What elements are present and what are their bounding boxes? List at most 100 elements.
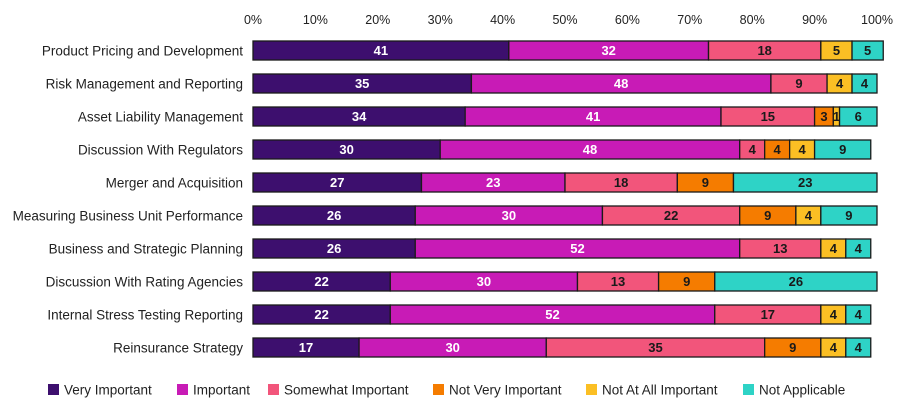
category-label: Product Pricing and Development [42, 44, 243, 59]
legend-swatch [48, 384, 59, 395]
bar-segment [845, 304, 872, 325]
data-label: 3 [820, 109, 827, 124]
data-label: 22 [314, 307, 328, 322]
data-label: 34 [352, 109, 367, 124]
data-label: 6 [855, 109, 862, 124]
x-tick-label: 70% [677, 13, 702, 27]
data-label: 9 [845, 208, 852, 223]
data-label: 26 [327, 241, 341, 256]
legend-label: Important [193, 383, 250, 398]
legend-label: Not Applicable [759, 383, 845, 398]
x-tick-label: 20% [365, 13, 390, 27]
bar-segment [851, 73, 878, 94]
category-label: Merger and Acquisition [106, 176, 243, 191]
legend-swatch [433, 384, 444, 395]
data-label: 13 [611, 274, 625, 289]
legend-item: Not Applicable [743, 383, 845, 398]
category-label: Business and Strategic Planning [49, 242, 243, 257]
category-labels: Product Pricing and Development Risk Mana… [13, 44, 244, 356]
bars: 41 32 18 5 535 48 9 4 434 41 15 3 1 630 48 4 4 4 927 23 18 9 2… [252, 40, 884, 358]
bar-row: 35 48 9 4 4 [252, 73, 878, 94]
bar-row: 17 30 35 9 4 4 [252, 337, 872, 358]
category-label: Risk Management and Reporting [46, 77, 243, 92]
bar-row: 30 48 4 4 4 9 [252, 139, 872, 160]
data-label: 4 [830, 340, 838, 355]
bar-segment [813, 139, 872, 160]
x-tick-label: 80% [740, 13, 765, 27]
bar-segment [845, 337, 872, 358]
data-label: 27 [330, 175, 344, 190]
data-label: 4 [830, 241, 838, 256]
data-label: 4 [805, 208, 813, 223]
data-label: 26 [327, 208, 341, 223]
bar-segment [845, 238, 872, 259]
bar-segment [820, 205, 878, 226]
data-label: 35 [648, 340, 662, 355]
data-label: 1 [833, 109, 840, 124]
data-label: 13 [773, 241, 787, 256]
legend-label: Somewhat Important [284, 383, 409, 398]
bar-row: 34 41 15 3 1 6 [252, 106, 878, 127]
data-label: 30 [339, 142, 353, 157]
data-label: 52 [570, 241, 584, 256]
data-label: 5 [864, 43, 871, 58]
legend-label: Very Important [64, 383, 152, 398]
x-tick-label: 30% [428, 13, 453, 27]
legend-item: Not Very Important [433, 383, 562, 398]
x-axis-ticks: 0% 10% 20% 30% 40% 50% 60% 70% 80% 90% 100% [244, 13, 893, 27]
data-label: 4 [830, 307, 838, 322]
data-label: 30 [502, 208, 516, 223]
data-label: 32 [601, 43, 615, 58]
data-label: 41 [374, 43, 388, 58]
data-label: 22 [664, 208, 678, 223]
data-label: 18 [614, 175, 628, 190]
bar-row: 41 32 18 5 5 [252, 40, 884, 61]
legend-swatch [268, 384, 279, 395]
legend-swatch [177, 384, 188, 395]
x-tick-label: 100% [861, 13, 893, 27]
data-label: 4 [855, 307, 863, 322]
data-label: 9 [839, 142, 846, 157]
bar-segment [732, 172, 878, 193]
legend-item: Important [177, 383, 250, 398]
data-label: 9 [702, 175, 709, 190]
data-label: 15 [761, 109, 775, 124]
data-label: 4 [799, 142, 807, 157]
legend: Very Important Important Somewhat Importan… [48, 383, 845, 398]
bar-row: 27 23 18 9 23 [252, 172, 878, 193]
legend-swatch [743, 384, 754, 395]
data-label: 23 [798, 175, 812, 190]
x-tick-label: 90% [802, 13, 827, 27]
data-label: 30 [477, 274, 491, 289]
legend-item: Somewhat Important [268, 383, 409, 398]
data-label: 26 [789, 274, 803, 289]
data-label: 48 [583, 142, 597, 157]
data-label: 17 [299, 340, 313, 355]
bar-row: 22 30 13 9 26 [252, 271, 878, 292]
x-tick-label: 10% [303, 13, 328, 27]
x-tick-label: 60% [615, 13, 640, 27]
bar-row: 26 30 22 9 4 9 [252, 205, 878, 226]
data-label: 41 [586, 109, 600, 124]
bar-segment [851, 40, 884, 61]
data-label: 35 [355, 76, 369, 91]
data-label: 4 [855, 241, 863, 256]
data-label: 23 [486, 175, 500, 190]
data-label: 4 [836, 76, 844, 91]
data-label: 9 [683, 274, 690, 289]
data-label: 9 [795, 76, 802, 91]
legend-swatch [586, 384, 597, 395]
category-label: Discussion With Regulators [78, 143, 243, 158]
bar-row: 22 52 17 4 4 [252, 304, 872, 325]
category-label: Internal Stress Testing Reporting [47, 308, 243, 323]
data-label: 22 [314, 274, 328, 289]
category-label: Discussion With Rating Agencies [46, 275, 244, 290]
data-label: 52 [545, 307, 559, 322]
category-label: Asset Liability Management [78, 110, 243, 125]
data-label: 5 [833, 43, 840, 58]
bar-segment [838, 106, 878, 127]
category-label: Reinsurance Strategy [113, 341, 243, 356]
legend-label: Not Very Important [449, 383, 562, 398]
category-label: Measuring Business Unit Performance [13, 209, 243, 224]
